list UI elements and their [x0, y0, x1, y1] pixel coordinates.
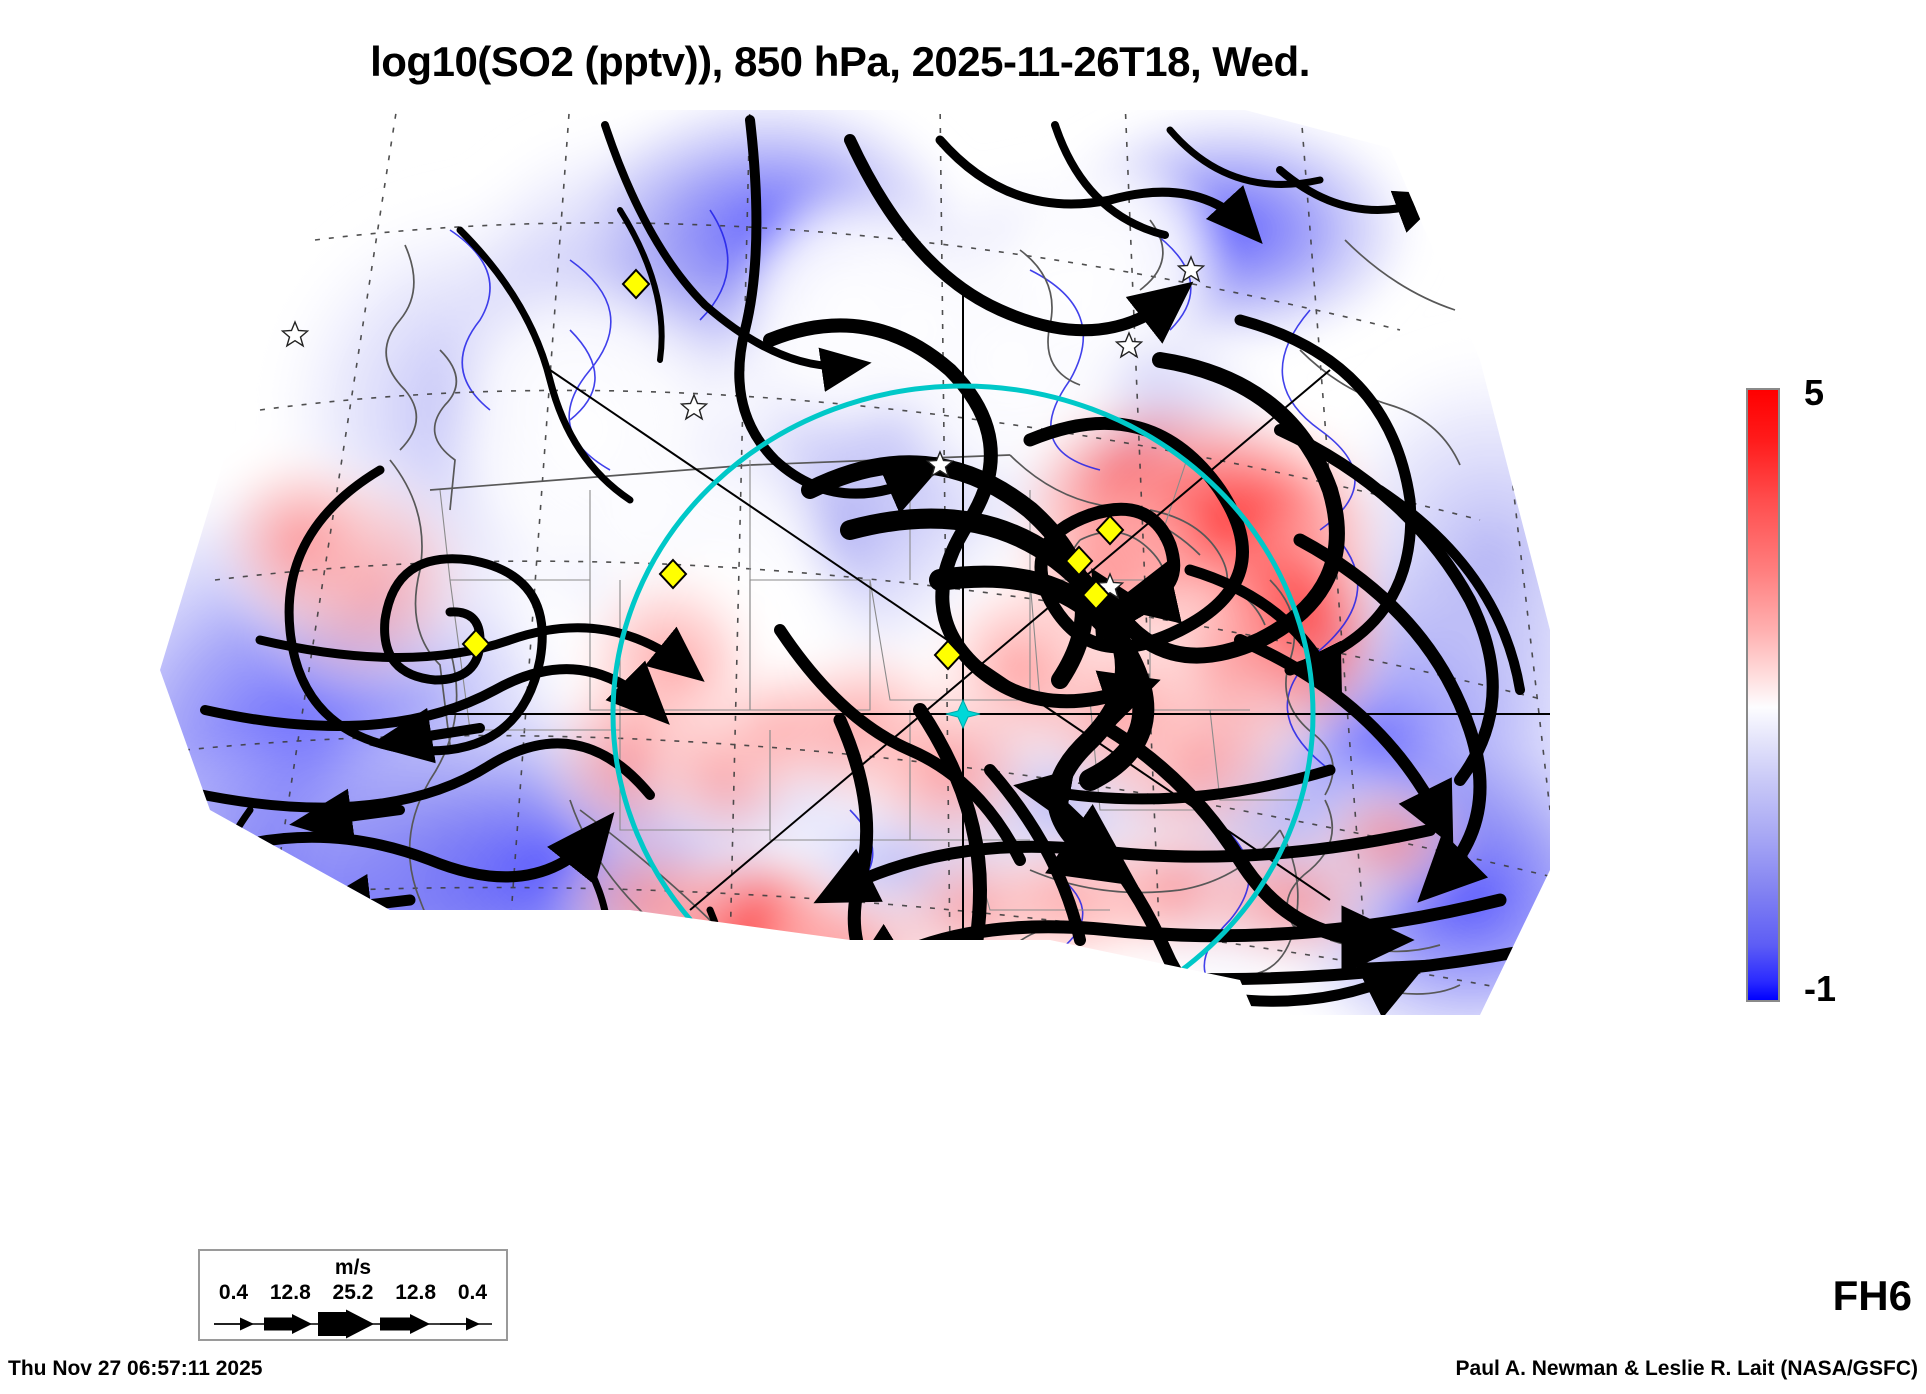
- colorbar-min-label: -1: [1804, 968, 1837, 1009]
- wind-arrow-scale-icon: [214, 1309, 492, 1339]
- center-star-icon: [945, 698, 981, 730]
- wind-value-2: 25.2: [332, 1281, 374, 1304]
- wind-value-3: 12.8: [395, 1281, 437, 1304]
- site-marker: [658, 558, 688, 590]
- site-marker: [1064, 545, 1094, 577]
- wind-streamlines: [164, 115, 1536, 1015]
- wind-speed-legend: m/s 0.4 12.8 25.2 12.8 0.4: [198, 1249, 508, 1341]
- wind-unit-label: m/s: [334, 1256, 372, 1279]
- site-marker: [1081, 579, 1111, 611]
- generation-timestamp: Thu Nov 27 06:57:11 2025: [8, 1357, 263, 1380]
- site-marker: [1095, 514, 1125, 546]
- site-marker: [461, 628, 491, 660]
- page-title: log10(SO2 (pptv)), 850 hPa, 2025-11-26T1…: [370, 38, 1310, 85]
- center-crosshair: [440, 290, 1550, 1015]
- wind-value-4: 0.4: [457, 1281, 488, 1304]
- site-marker: [933, 639, 963, 671]
- colorbar-max-label: 5: [1804, 372, 1825, 413]
- wind-value-1: 12.8: [269, 1281, 311, 1304]
- range-ring: [610, 383, 1316, 1015]
- map-svg: [160, 110, 1550, 1015]
- site-markers[interactable]: [461, 268, 1125, 671]
- author-credit: Paul A. Newman & Leslie R. Lait (NASA/GS…: [1455, 1357, 1918, 1380]
- colorbar-gradient: [1746, 388, 1780, 1002]
- wind-value-0: 0.4: [218, 1281, 249, 1304]
- wind-value-labels: 0.4 12.8 25.2 12.8 0.4: [200, 1281, 506, 1305]
- forecast-hour-label: FH6: [1832, 1272, 1912, 1319]
- map-data-layer: [160, 110, 1550, 1015]
- map-plot[interactable]: [150, 110, 1550, 1270]
- colorbar: [1746, 388, 1780, 1002]
- site-marker: [621, 268, 651, 300]
